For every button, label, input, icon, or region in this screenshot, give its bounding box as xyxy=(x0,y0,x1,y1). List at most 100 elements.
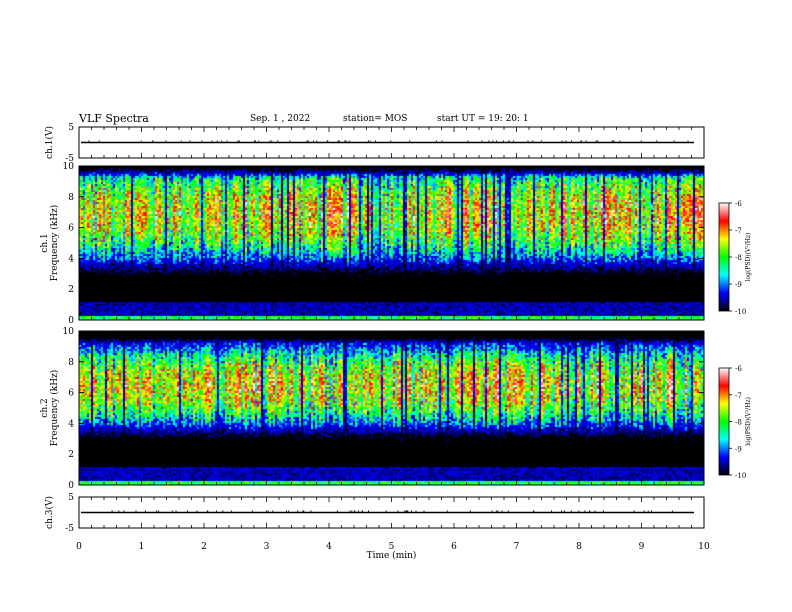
ch1-waveform-spike-17 xyxy=(561,140,563,142)
ch1-waveform-spike-61 xyxy=(165,140,167,142)
ch1-spectrogram-ytick-label-1: 8 xyxy=(68,193,74,203)
ch3-waveform-spike-69 xyxy=(361,510,363,512)
ch1-spectrogram-ytick-label-0: 10 xyxy=(63,162,75,172)
ch1-waveform-spike-69 xyxy=(375,140,377,142)
ch1-waveform-spike-67 xyxy=(216,140,218,142)
ch1-waveform-spike-47 xyxy=(152,140,154,142)
ch3-waveform-spike-30 xyxy=(349,510,351,512)
colorbar-1-tick-label-2: -8 xyxy=(735,254,742,262)
colorbar-1-tick-label-0: -6 xyxy=(735,200,742,208)
ch3-waveform-spike-42 xyxy=(533,510,535,512)
ch3-waveform-spike-35 xyxy=(111,510,113,512)
station-label: station= MOS xyxy=(343,114,408,124)
ch2-spectrogram-ylabel-channel: ch.2 xyxy=(40,398,50,417)
ch3-waveform-spike-4 xyxy=(563,510,565,512)
ch1-waveform-spike-26 xyxy=(640,140,642,142)
ch3-waveform-spike-65 xyxy=(415,510,417,512)
ch3-waveform-spike-14 xyxy=(385,510,387,512)
colorbar-2-tick-label-1: -7 xyxy=(735,392,742,400)
ch3-waveform-spike-23 xyxy=(230,510,232,512)
ch1-waveform-spike-11 xyxy=(289,140,291,142)
ch3-waveform-spike-62 xyxy=(643,510,645,512)
ch3-waveform-spike-61 xyxy=(368,510,370,512)
ch1-waveform-ytick-label-1: -5 xyxy=(65,154,74,164)
ch1-waveform-spike-49 xyxy=(140,140,142,142)
ch3-waveform-spike-15 xyxy=(495,510,497,512)
ch3-waveform-spike-11 xyxy=(288,510,290,512)
colorbar-1-tick-label-4: -10 xyxy=(735,308,746,316)
ch1-waveform-spike-57 xyxy=(656,140,658,142)
ch3-waveform-spike-57 xyxy=(647,510,649,512)
ch1-waveform-spike-33 xyxy=(277,140,279,142)
ch3-waveform-ytick-label-0: 5 xyxy=(68,493,74,503)
ch3-waveform-spike-66 xyxy=(589,510,591,512)
ch1-spectrogram-ytick-label-3: 4 xyxy=(68,254,74,264)
ch1-waveform-spike-65 xyxy=(254,140,256,142)
ch1-waveform-spike-2 xyxy=(467,140,469,142)
ch3-waveform-spike-63 xyxy=(156,510,158,512)
ch1-waveform-spike-1 xyxy=(269,140,271,142)
ch1-waveform-spike-34 xyxy=(313,140,315,142)
ch1-waveform-spike-63 xyxy=(88,140,90,142)
ch1-waveform-spike-53 xyxy=(238,140,240,142)
ch1-waveform-spike-16 xyxy=(211,140,213,142)
ch1-spectrogram-ytick-label-5: 0 xyxy=(68,316,74,326)
xtick-label-0: 0 xyxy=(76,542,82,552)
ch3-waveform-spike-41 xyxy=(358,510,360,512)
ch1-waveform-spike-14 xyxy=(435,140,437,142)
ch1-waveform-spike-41 xyxy=(613,140,615,142)
ch3-waveform-spike-10 xyxy=(171,510,173,512)
ch3-waveform-spike-67 xyxy=(551,510,553,512)
ch3-waveform-spike-64 xyxy=(491,510,493,512)
ch1-waveform-spike-23 xyxy=(306,140,308,142)
ch3-waveform-spike-7 xyxy=(266,510,268,512)
ch1-spectrogram-ytick-label-4: 2 xyxy=(68,285,74,295)
colorbar-2-tick-label-4: -10 xyxy=(735,472,746,480)
colorbar-1 xyxy=(718,202,730,312)
ch1-waveform-spike-31 xyxy=(189,140,191,142)
ch1-waveform-spike-66 xyxy=(337,140,339,142)
ch1-spectrogram-image xyxy=(79,166,704,320)
colorbar-2-tick-label-2: -8 xyxy=(735,419,742,427)
ch3-waveform-spike-17 xyxy=(267,510,269,512)
ch1-waveform-spike-58 xyxy=(345,140,347,142)
ch3-waveform-spike-59 xyxy=(651,510,653,512)
ch3-waveform-spike-38 xyxy=(207,510,209,512)
colorbar-1-tick-label-3: -9 xyxy=(735,281,742,289)
ch1-waveform-spike-62 xyxy=(488,140,490,142)
ch1-waveform-spike-68 xyxy=(570,140,572,142)
ch3-waveform-spike-28 xyxy=(123,510,125,512)
ch2-spectrogram-ytick-label-0: 10 xyxy=(63,327,75,337)
ch1-waveform-spike-60 xyxy=(237,140,239,142)
ch3-waveform-spike-8 xyxy=(446,510,448,512)
ch3-waveform-spike-55 xyxy=(285,510,287,512)
ch1-waveform-spike-52 xyxy=(508,140,510,142)
colorbar-2-tick-label-3: -9 xyxy=(735,445,742,453)
ch3-waveform-spike-37 xyxy=(158,510,160,512)
ch3-waveform-spike-24 xyxy=(410,510,412,512)
ch1-waveform-spike-5 xyxy=(492,140,494,142)
ch1-waveform-spike-48 xyxy=(441,140,443,142)
figure-title: VLF Spectra xyxy=(79,112,149,125)
ch3-waveform-spike-44 xyxy=(406,510,408,512)
colorbar-1-tick-label-1: -7 xyxy=(735,227,742,235)
ch3-waveform-spike-36 xyxy=(671,510,673,512)
ch1-waveform-spike-22 xyxy=(527,140,529,142)
ch1-waveform-spike-25 xyxy=(307,140,309,142)
xtick-label-3: 3 xyxy=(264,542,270,552)
ch1-waveform-spike-32 xyxy=(180,140,182,142)
ch3-waveform-spike-1 xyxy=(336,510,338,512)
ch1-waveform-spike-29 xyxy=(344,140,346,142)
ch3-waveform-spike-43 xyxy=(594,510,596,512)
ch3-waveform-spike-12 xyxy=(469,510,471,512)
ch1-waveform-spike-59 xyxy=(98,140,100,142)
ch1-waveform-spike-50 xyxy=(503,140,505,142)
ch1-waveform-spike-43 xyxy=(271,140,273,142)
xtick-label-5: 5 xyxy=(389,542,395,552)
ch3-waveform-spike-3 xyxy=(351,510,353,512)
ch2-spectrogram-ytick-label-5: 0 xyxy=(68,481,74,491)
ch1-waveform-spike-9 xyxy=(585,140,587,142)
ch3-waveform-spike-6 xyxy=(297,510,299,512)
ch2-spectrogram-ylabel-frequency: Frequency (kHz) xyxy=(49,370,60,447)
